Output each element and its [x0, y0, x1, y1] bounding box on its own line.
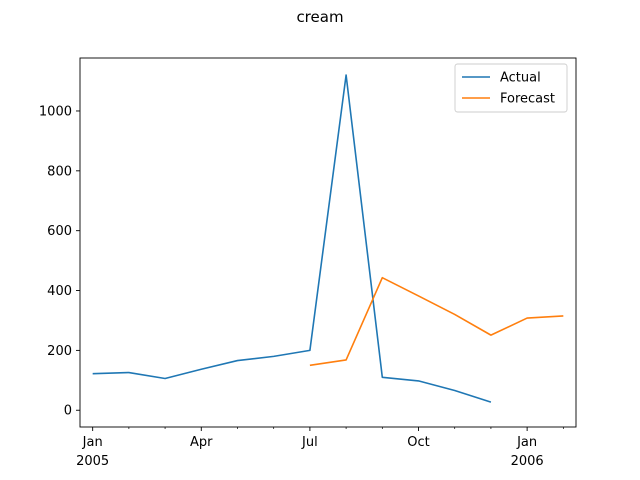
y-tick-label: 600	[47, 224, 72, 239]
x-tick-year-label: 2006	[511, 454, 544, 469]
x-tick-label: Jan	[82, 435, 103, 450]
series-line-forecast	[309, 276, 564, 367]
y-tick-label: 800	[47, 164, 72, 179]
plot-area	[92, 74, 564, 403]
x-tick-label: Jul	[301, 435, 318, 450]
axes-frame	[79, 57, 577, 428]
y-tick-label: 1000	[39, 104, 72, 119]
x-tick-label: Apr	[190, 435, 213, 450]
legend-label-forecast: Forecast	[500, 92, 555, 107]
legend: Actual Forecast	[454, 63, 568, 113]
x-tick-label: Jan	[516, 435, 537, 450]
y-tick-label: 200	[47, 344, 72, 359]
x-tick-year-label: 2005	[76, 454, 109, 469]
legend-box	[454, 63, 568, 113]
legend-label-actual: Actual	[500, 71, 541, 86]
x-tick-label: Oct	[407, 435, 429, 450]
series-line-actual	[92, 74, 492, 403]
y-tick-label: 400	[47, 284, 72, 299]
y-tick-label: 0	[64, 404, 72, 419]
axes: 0 200 400 600 800 1000 Jan 2005 Apr Jul Oct Jan 2006	[39, 57, 577, 469]
chart-title: cream	[296, 8, 343, 26]
